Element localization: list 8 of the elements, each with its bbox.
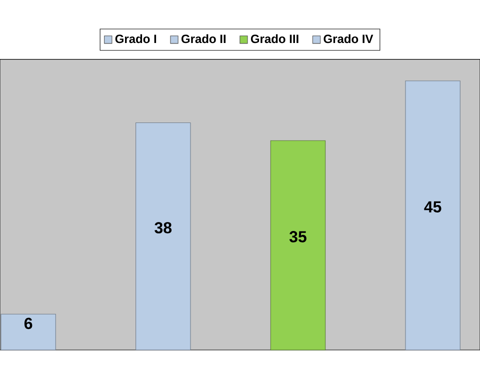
data-label: 35 <box>289 231 306 242</box>
data-label: 6 <box>24 318 32 330</box>
data-label: 38 <box>154 222 172 234</box>
data-label: 45 <box>424 201 442 212</box>
legend-label: Grado I <box>115 34 156 44</box>
legend-label: Grado II <box>181 34 226 44</box>
legend-label: Grado IV <box>324 34 374 44</box>
legend-label: Grado III <box>250 34 298 44</box>
